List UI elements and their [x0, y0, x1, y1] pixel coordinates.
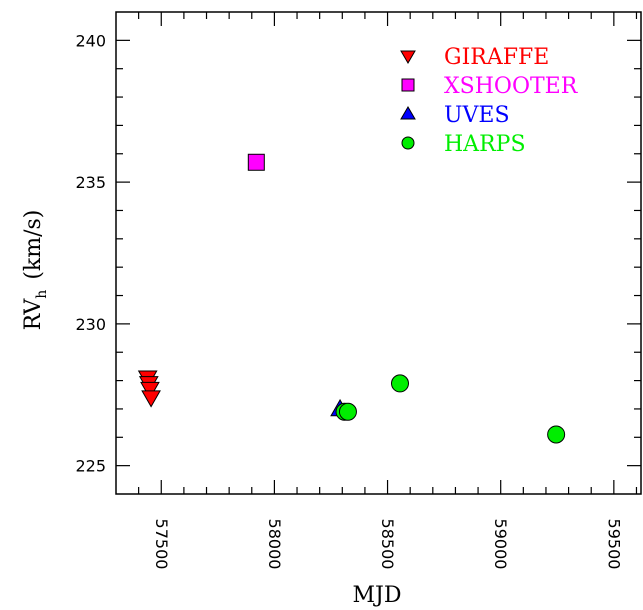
x-tick-label: 57500 [152, 519, 171, 570]
data-points [137, 153, 566, 444]
legend-label-giraffe: GIRAFFE [444, 45, 549, 70]
data-point-giraffe [141, 390, 161, 408]
legend-marker-harps [401, 136, 415, 150]
y-axis-label-subscript: h [34, 290, 50, 299]
legend-marker-xshooter [401, 78, 415, 92]
y-axis-label: RVh (km/s) [21, 210, 50, 331]
legend-marker-giraffe [400, 50, 416, 64]
data-point-harps [338, 402, 357, 421]
y-tick-label: 230 [75, 315, 106, 334]
y-axis-label-main: RV [21, 298, 46, 331]
y-tick-labels: 225 230 235 240 [75, 31, 106, 475]
svg-text:RVh(km/s): RVh (km/s) [21, 210, 50, 331]
y-axis-label-unit: (km/s) [21, 210, 46, 280]
y-tick-label: 235 [75, 173, 106, 192]
y-tick-label: 225 [75, 457, 106, 476]
y-tick-label: 240 [75, 31, 106, 50]
plot-frame [115, 11, 642, 495]
x-tick-label: 59500 [604, 519, 623, 570]
x-tick-label: 58500 [378, 519, 397, 570]
axis-ticks [116, 12, 641, 494]
legend: GIRAFFE XSHOOTER UVES HARPS [400, 45, 579, 157]
data-point-harps [547, 425, 566, 444]
x-tick-label: 59000 [491, 519, 510, 570]
legend-marker-uves [400, 106, 416, 120]
legend-label-xshooter: XSHOOTER [444, 74, 579, 99]
legend-label-uves: UVES [444, 103, 510, 128]
legend-label-harps: HARPS [444, 132, 526, 157]
data-point-harps [390, 374, 409, 393]
data-point-xshooter [247, 153, 265, 171]
x-axis-label: MJD [353, 583, 402, 608]
x-tick-labels: 57500 58000 58500 59000 59500 [152, 519, 624, 570]
data-point-giraffe [140, 381, 160, 400]
x-tick-label: 58000 [265, 519, 284, 570]
